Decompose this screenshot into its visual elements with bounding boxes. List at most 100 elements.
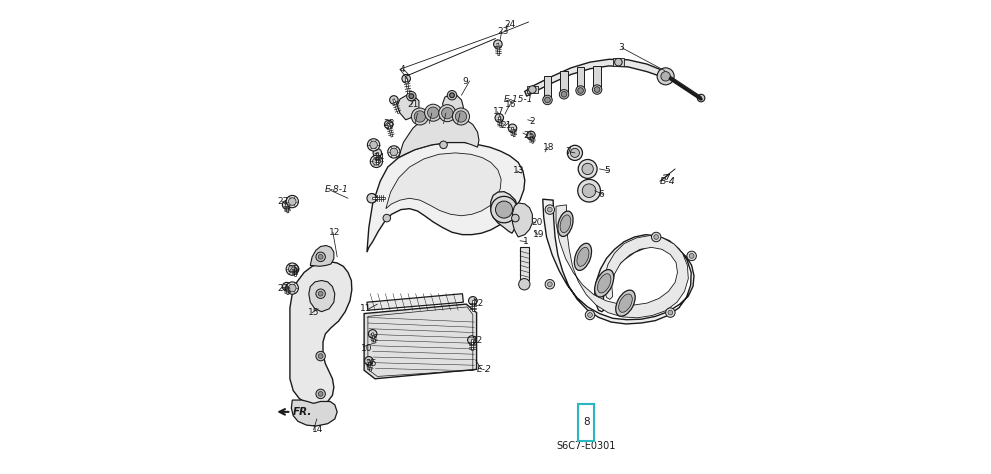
Polygon shape (520, 247, 528, 281)
Circle shape (578, 159, 598, 178)
Ellipse shape (558, 211, 573, 237)
Circle shape (370, 141, 378, 149)
Circle shape (614, 58, 622, 66)
Circle shape (367, 193, 377, 203)
Circle shape (424, 104, 442, 121)
Polygon shape (612, 58, 624, 66)
Circle shape (369, 329, 377, 338)
Circle shape (545, 280, 555, 289)
Text: FR.: FR. (293, 407, 312, 417)
Polygon shape (364, 304, 477, 379)
Text: 10: 10 (361, 344, 373, 353)
Circle shape (545, 205, 555, 214)
Text: 3: 3 (618, 44, 624, 53)
Circle shape (593, 85, 602, 94)
Circle shape (286, 282, 298, 294)
Circle shape (316, 351, 325, 361)
Text: 26: 26 (366, 359, 377, 368)
Text: 25: 25 (287, 264, 299, 273)
Circle shape (383, 214, 390, 222)
Circle shape (290, 265, 299, 273)
Circle shape (385, 120, 393, 129)
Circle shape (547, 207, 552, 212)
Text: S6C7-E0301: S6C7-E0301 (557, 441, 616, 451)
Text: 19: 19 (533, 230, 545, 239)
Circle shape (545, 97, 550, 103)
Polygon shape (310, 246, 334, 266)
Polygon shape (526, 86, 538, 93)
Ellipse shape (577, 247, 589, 266)
Polygon shape (577, 67, 585, 90)
Circle shape (571, 148, 580, 157)
Circle shape (427, 107, 439, 118)
Circle shape (368, 139, 380, 151)
Circle shape (651, 232, 661, 242)
Text: 25: 25 (523, 131, 534, 140)
Text: 12: 12 (329, 228, 341, 237)
Circle shape (439, 105, 456, 122)
Circle shape (442, 108, 453, 119)
Polygon shape (398, 114, 479, 157)
Circle shape (582, 163, 594, 174)
Circle shape (455, 111, 467, 122)
Circle shape (578, 179, 601, 202)
Circle shape (318, 255, 323, 259)
Polygon shape (544, 76, 551, 99)
Circle shape (390, 148, 397, 156)
Circle shape (318, 392, 323, 396)
Circle shape (389, 96, 398, 104)
Circle shape (282, 201, 291, 209)
Circle shape (518, 279, 530, 290)
Circle shape (288, 284, 296, 292)
Text: 17: 17 (493, 107, 504, 116)
Polygon shape (556, 205, 689, 318)
FancyBboxPatch shape (578, 403, 595, 441)
Circle shape (698, 94, 705, 102)
Text: 22: 22 (472, 299, 484, 308)
Ellipse shape (615, 290, 635, 316)
Circle shape (543, 95, 552, 105)
Circle shape (316, 289, 325, 299)
Text: 18: 18 (543, 143, 555, 152)
Circle shape (409, 94, 413, 99)
Circle shape (666, 308, 675, 318)
Text: 22: 22 (471, 337, 483, 346)
Circle shape (657, 68, 674, 85)
Text: 15: 15 (308, 308, 319, 317)
Circle shape (318, 292, 323, 296)
Text: 24: 24 (373, 153, 385, 162)
Polygon shape (512, 203, 532, 237)
Text: 13: 13 (512, 166, 524, 175)
Polygon shape (291, 400, 337, 426)
Polygon shape (525, 59, 670, 96)
Ellipse shape (595, 270, 613, 297)
Circle shape (373, 157, 381, 165)
Circle shape (402, 74, 410, 83)
Circle shape (316, 389, 325, 399)
Circle shape (453, 108, 470, 125)
Circle shape (668, 310, 673, 315)
Ellipse shape (575, 243, 592, 271)
Text: 24: 24 (504, 20, 515, 29)
Circle shape (496, 114, 503, 122)
Circle shape (508, 124, 516, 133)
Circle shape (661, 72, 670, 81)
Circle shape (586, 310, 595, 319)
Polygon shape (491, 191, 518, 233)
Circle shape (494, 40, 502, 48)
Circle shape (286, 263, 298, 275)
Circle shape (687, 251, 697, 261)
Circle shape (411, 108, 428, 125)
Text: 4: 4 (399, 65, 404, 74)
Circle shape (595, 87, 600, 92)
Circle shape (387, 146, 400, 158)
Circle shape (526, 131, 535, 140)
Text: 11: 11 (360, 304, 372, 313)
Circle shape (561, 91, 567, 97)
Ellipse shape (598, 273, 610, 293)
Circle shape (316, 252, 325, 262)
Text: 27: 27 (277, 197, 288, 206)
Polygon shape (560, 71, 568, 93)
Circle shape (369, 194, 377, 202)
Circle shape (440, 141, 447, 149)
